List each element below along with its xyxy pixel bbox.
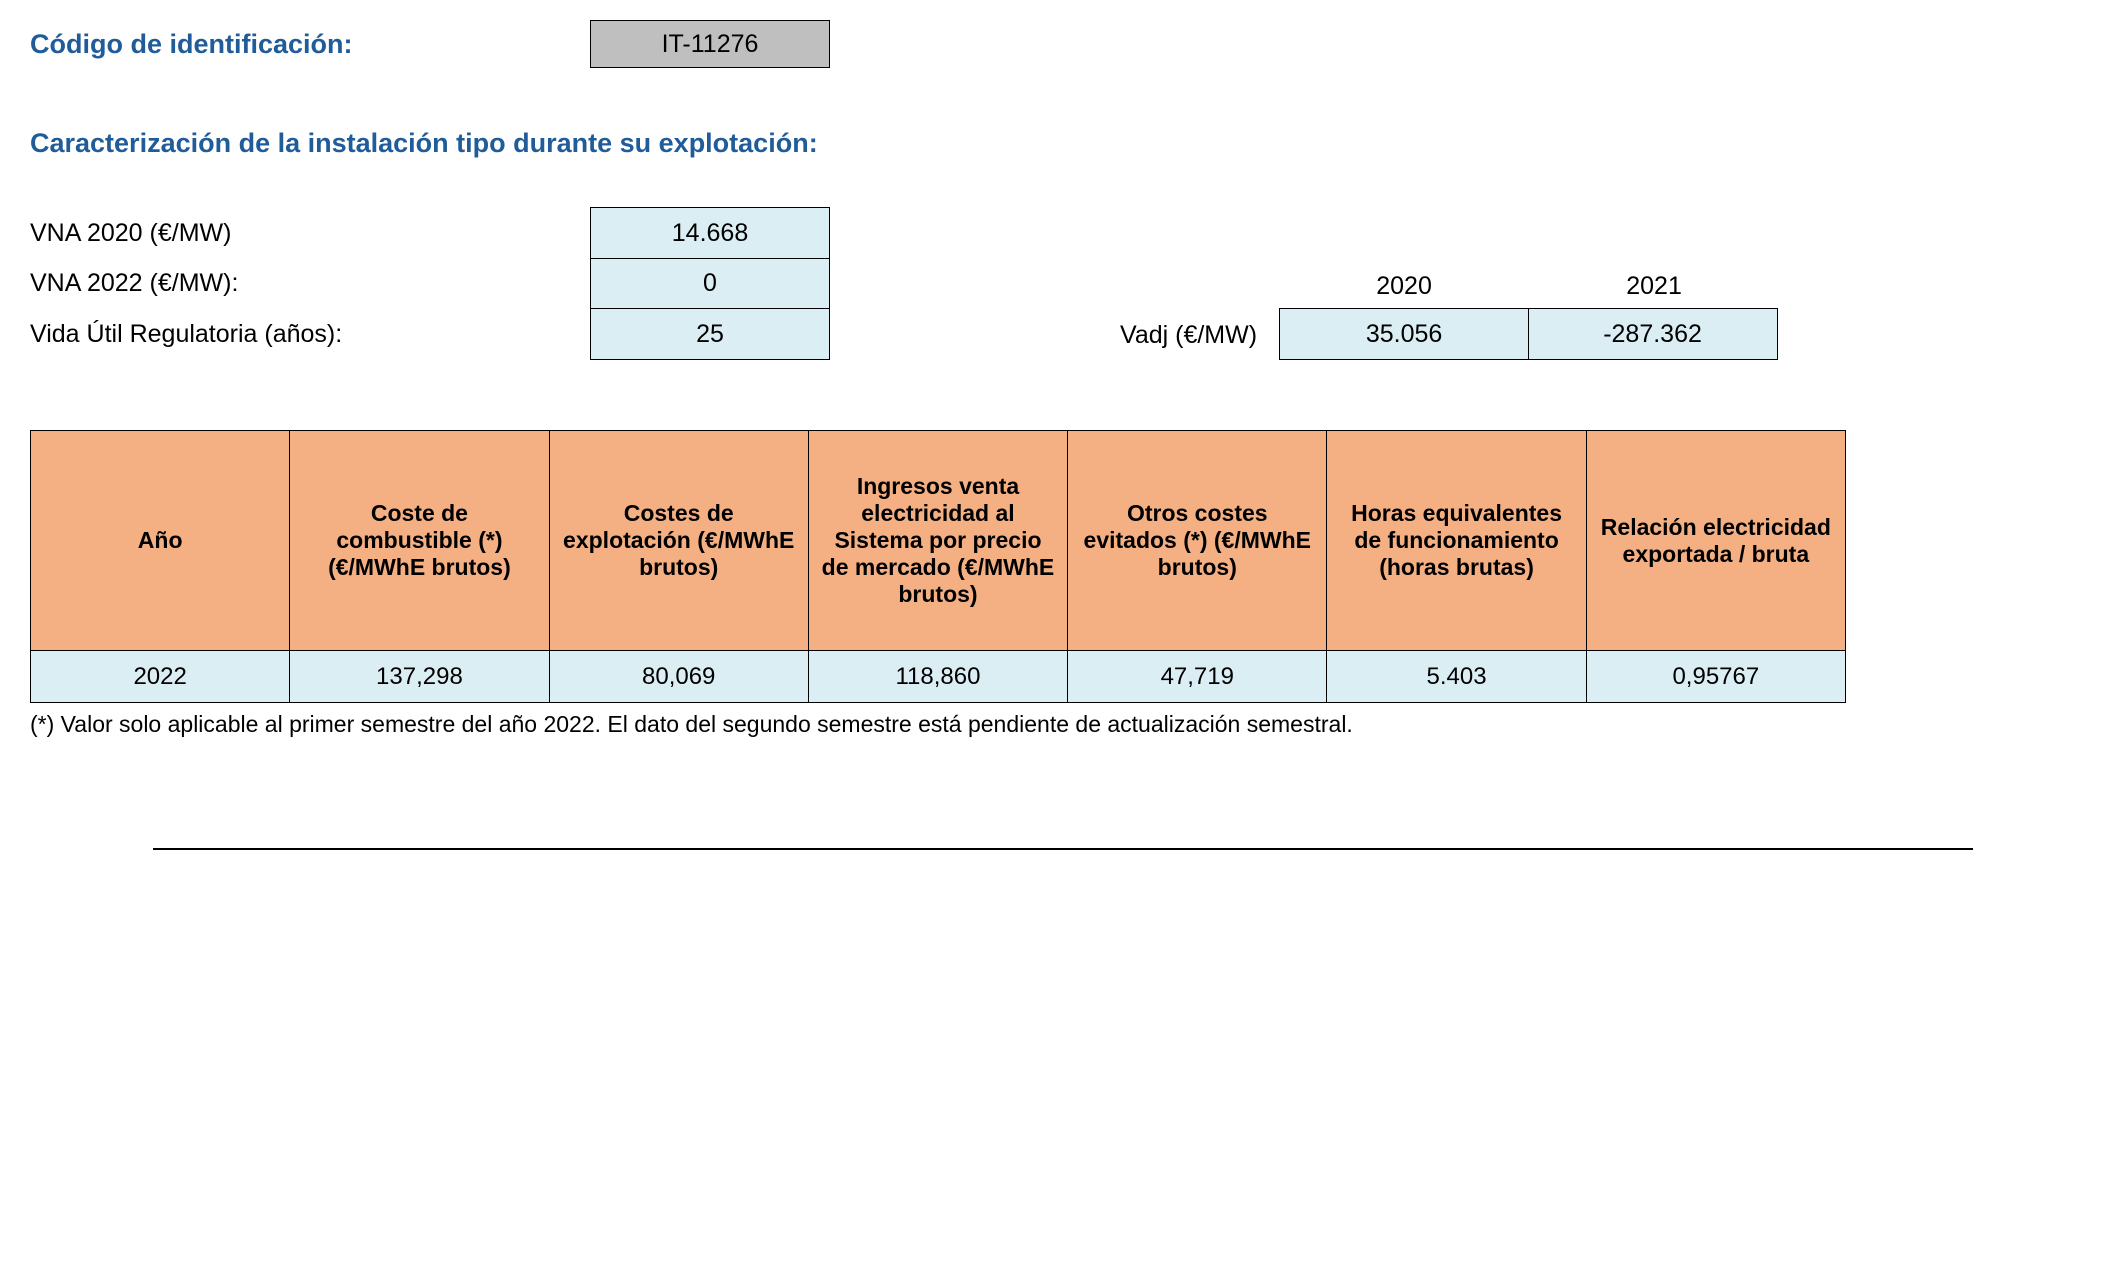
table-row: 2022 137,298 80,069 118,860 47,719 5.403… [31, 651, 1846, 703]
vna2020-row: VNA 2020 (€/MW) 14.668 [30, 207, 830, 259]
vadj-col-2020: 2020 35.056 [1279, 264, 1529, 360]
section-title: Caracterización de la instalación tipo d… [30, 128, 2096, 159]
col-5: Horas equivalentes de funcionamiento (ho… [1327, 431, 1586, 651]
id-value-box: IT-11276 [590, 20, 830, 68]
cell-0-4: 47,719 [1068, 651, 1327, 703]
col-1: Coste de combustible (*) (€/MWhE brutos) [290, 431, 549, 651]
vida-value: 25 [590, 308, 830, 360]
col-2: Costes de explotación (€/MWhE brutos) [549, 431, 808, 651]
vna2022-label: VNA 2022 (€/MW): [30, 269, 590, 298]
vna2022-value: 0 [590, 258, 830, 310]
id-row: Código de identificación: IT-11276 [30, 20, 2096, 68]
vadj-value-0: 35.056 [1279, 308, 1529, 360]
cell-0-3: 118,860 [808, 651, 1067, 703]
cell-0-1: 137,298 [290, 651, 549, 703]
col-3: Ingresos venta electricidad al Sistema p… [808, 431, 1067, 651]
vida-label: Vida Útil Regulatoria (años): [30, 320, 590, 349]
vna2022-row: VNA 2022 (€/MW): 0 [30, 258, 830, 310]
vadj-year-0: 2020 [1279, 264, 1529, 308]
cell-0-2: 80,069 [549, 651, 808, 703]
cell-0-6: 0,95767 [1586, 651, 1845, 703]
table-header-row: Año Coste de combustible (*) (€/MWhE bru… [31, 431, 1846, 651]
vida-row: Vida Útil Regulatoria (años): 25 [30, 308, 830, 360]
cell-0-0: 2022 [31, 651, 290, 703]
col-4: Otros costes evitados (*) (€/MWhE brutos… [1068, 431, 1327, 651]
cell-0-5: 5.403 [1327, 651, 1586, 703]
id-label: Código de identificación: [30, 29, 590, 60]
vadj-col-2021: 2021 -287.362 [1529, 264, 1779, 360]
vadj-label: Vadj (€/MW) [1120, 321, 1257, 360]
vadj-block: Vadj (€/MW) 2020 35.056 2021 -287.362 [1120, 264, 1779, 360]
col-0: Año [31, 431, 290, 651]
col-6: Relación electricidad exportada / bruta [1586, 431, 1845, 651]
params-block: VNA 2020 (€/MW) 14.668 VNA 2022 (€/MW): … [30, 207, 2096, 360]
main-table: Año Coste de combustible (*) (€/MWhE bru… [30, 430, 1846, 703]
vadj-year-1: 2021 [1529, 264, 1779, 308]
footnote: (*) Valor solo aplicable al primer semes… [30, 711, 2096, 738]
vadj-value-1: -287.362 [1528, 308, 1778, 360]
vna2020-label: VNA 2020 (€/MW) [30, 219, 590, 248]
divider [153, 848, 1973, 850]
vna2020-value: 14.668 [590, 207, 830, 259]
